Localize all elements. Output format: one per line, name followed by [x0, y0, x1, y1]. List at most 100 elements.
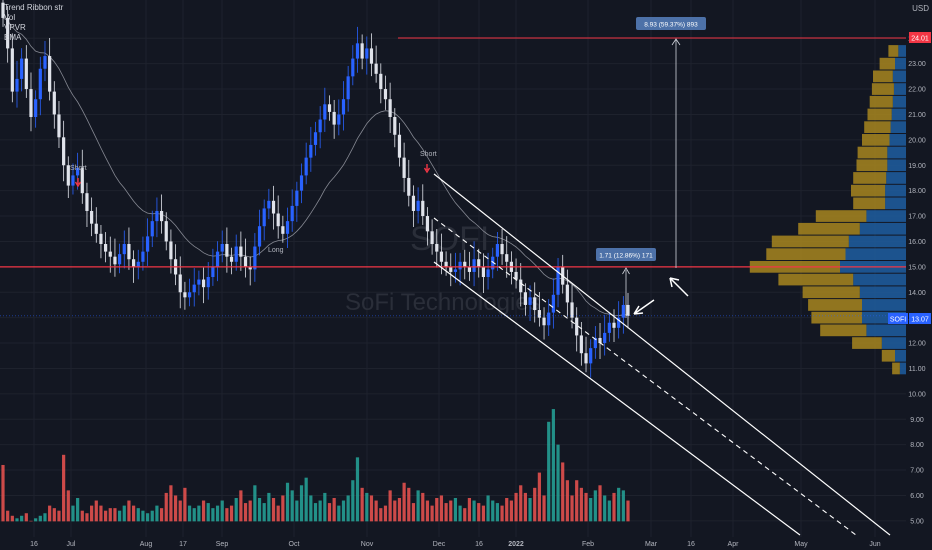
candle-body [20, 58, 24, 79]
volume-bar [173, 495, 178, 522]
price-axis[interactable]: 24.0023.0022.0021.0020.0019.0018.0017.00… [906, 0, 932, 540]
channel-upper-line[interactable] [433, 173, 891, 536]
candle-body [467, 266, 472, 272]
volume-bar [318, 500, 322, 522]
volume-bar [267, 492, 271, 522]
time-tick-label: 17 [179, 541, 187, 548]
candle-body [458, 261, 462, 270]
candle-body [519, 279, 523, 293]
candle-body [187, 292, 192, 298]
time-tick-label: May [794, 541, 808, 548]
candle-body [537, 310, 541, 318]
candle-body [150, 221, 154, 237]
volume-bar [565, 480, 569, 522]
volume-bar [411, 503, 416, 522]
vp-up-bar [895, 349, 906, 362]
vp-down-bar [853, 197, 886, 210]
volume-bar [225, 508, 229, 522]
candle-body [234, 246, 238, 262]
channel-mid-line[interactable] [433, 217, 857, 536]
vp-down-bar [852, 337, 882, 349]
candle-body [253, 246, 257, 270]
volume-bar [155, 505, 159, 522]
legend-item-trend-ribbon[interactable]: Trend Ribbon str [4, 3, 64, 12]
volume-bar [104, 510, 108, 522]
candle-body [220, 243, 224, 252]
vp-up-bar [892, 70, 906, 83]
candle-body [346, 76, 350, 100]
candle-body [355, 43, 360, 59]
candle-body [439, 251, 444, 262]
vp-down-bar [808, 299, 862, 311]
candle-body [141, 251, 145, 262]
candle-body [598, 337, 602, 344]
candle-body [267, 200, 271, 209]
volume-bar [341, 500, 346, 522]
vp-down-bar [864, 121, 891, 134]
candle-body [603, 332, 607, 344]
vp-down-bar [778, 273, 854, 286]
candle-body [612, 322, 616, 328]
volume-bar [528, 497, 532, 522]
candle-body [118, 254, 122, 265]
volume-bar [486, 495, 490, 522]
drawings[interactable] [0, 37, 906, 536]
volume-bar [276, 505, 280, 522]
volume-bar [360, 487, 364, 522]
volume-bar [547, 421, 551, 522]
measure-label-2: 1.71 (12.86%) 171 [599, 253, 653, 260]
volume-bar [122, 505, 126, 522]
candle-body [1, 2, 5, 18]
vp-up-bar [895, 57, 906, 70]
time-tick-label: Apr [728, 541, 740, 548]
candle-body [15, 78, 19, 92]
candle-body [225, 243, 229, 257]
vp-down-bar [881, 349, 895, 362]
volume-bar [211, 508, 215, 522]
vp-up-bar [887, 159, 906, 172]
candle-body [421, 200, 425, 217]
candle-body [551, 294, 555, 313]
candle-body [430, 231, 434, 244]
candle-body [481, 266, 486, 278]
legend-item-vol[interactable]: Vol [4, 13, 16, 22]
channel-lower-line[interactable] [433, 261, 801, 536]
time-tick-label: Mar [645, 541, 658, 548]
vp-down-bar [862, 134, 890, 146]
candle-body [155, 210, 159, 222]
candle-body [108, 251, 112, 257]
volume-bar [85, 513, 89, 522]
volume-bar [477, 503, 481, 522]
legend-item-ema[interactable]: EMA [4, 33, 22, 42]
candle-body [388, 99, 392, 117]
volume-bar [113, 508, 117, 522]
candle-body [542, 317, 546, 326]
candle-body [66, 165, 70, 186]
volume-bar [556, 444, 560, 522]
candle-body [285, 221, 290, 234]
price-tick-label: 11.00 [909, 366, 926, 373]
candle-body [505, 254, 509, 262]
candle-body [104, 243, 108, 252]
time-axis[interactable]: 16 Jul Aug 17 Sep Oct Nov Dec 16 2022 Feb Mar 16 Apr M… [0, 537, 906, 550]
candle-body [500, 243, 504, 255]
volume-bar [383, 505, 388, 522]
price-tick-label: 5.00 [910, 518, 924, 525]
volume-bar [481, 505, 486, 522]
volume-bar [369, 495, 374, 522]
volume-bar [90, 505, 94, 522]
pointer-arrow-icon[interactable] [633, 299, 655, 315]
volume-bar [206, 503, 210, 522]
indicator-legend: Trend Ribbon str Vol VPVR EMA [4, 3, 63, 43]
legend-item-vpvr[interactable]: VPVR [4, 23, 26, 32]
top-level-label: 24.01 [911, 36, 929, 43]
volume-bars [1, 409, 630, 522]
volume-bar [43, 513, 47, 522]
volume-bar [66, 490, 70, 522]
volume-bar [253, 485, 257, 522]
candle-body [453, 269, 458, 272]
pointer-arrow-icon[interactable] [669, 277, 689, 297]
volume-bar [141, 510, 145, 522]
candle-body [425, 216, 430, 232]
